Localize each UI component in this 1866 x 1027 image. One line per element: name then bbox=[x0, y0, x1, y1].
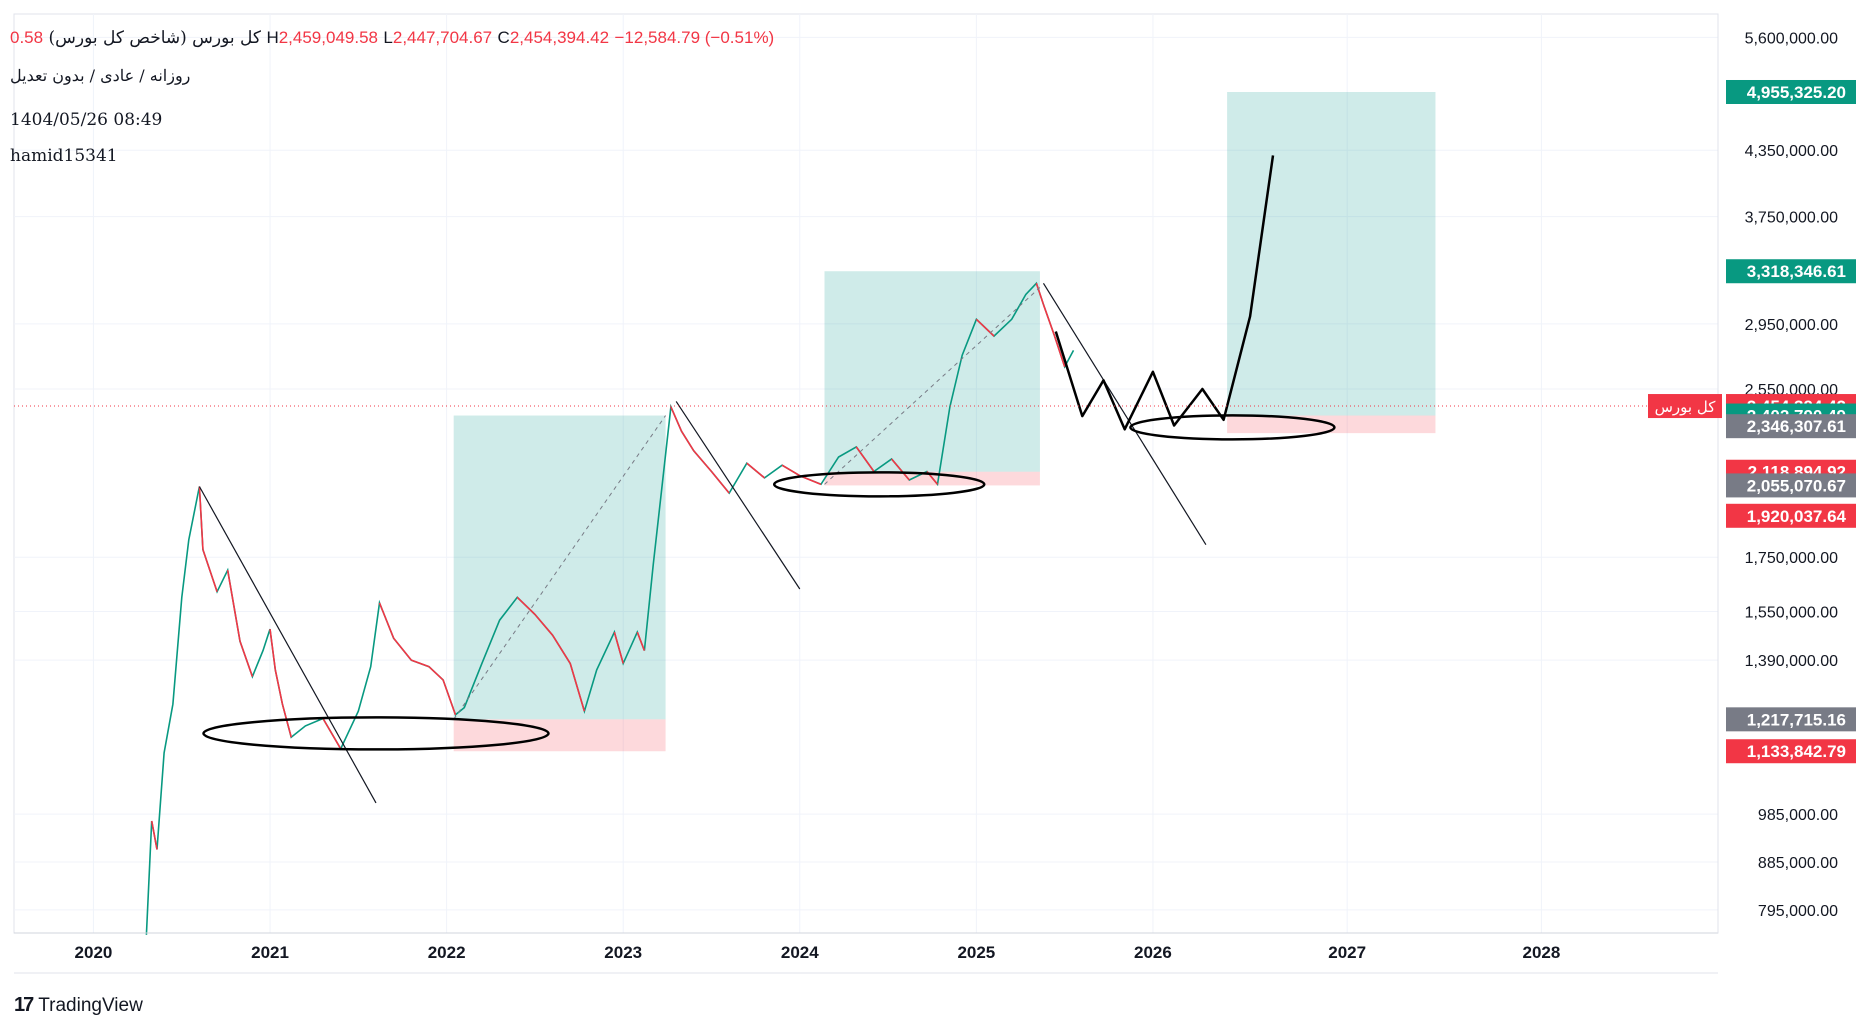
y-tick-label: 1,750,000.00 bbox=[1745, 550, 1839, 567]
close-value: 2,454,394.42 bbox=[509, 28, 610, 47]
x-tick-label: 2021 bbox=[251, 943, 289, 962]
price-segment-down bbox=[274, 669, 284, 705]
symbol-name[interactable]: کل بورس (شاخص کل بورس) bbox=[48, 28, 262, 48]
ohlc-header: کل بورس (شاخص کل بورس) 0.58 H2,459,049.5… bbox=[10, 28, 774, 48]
price-segment-down bbox=[428, 666, 444, 681]
symbol-tag: کل بورس bbox=[1655, 398, 1717, 416]
price-segment-down bbox=[378, 602, 395, 639]
price-label-bg bbox=[1726, 414, 1856, 439]
tradingview-icon: 17 bbox=[14, 994, 34, 1016]
price-segment-down bbox=[516, 596, 536, 615]
logo-text: TradingView bbox=[38, 994, 143, 1016]
price-label: 4,955,325.20 bbox=[1747, 83, 1846, 102]
y-tick-label: 4,350,000.00 bbox=[1745, 143, 1839, 160]
price-segment-down bbox=[534, 613, 554, 636]
price-label: 1,133,842.79 bbox=[1747, 742, 1846, 761]
price-segment-down bbox=[855, 446, 875, 472]
low-value: 2,447,704.67 bbox=[392, 28, 493, 47]
position-zones bbox=[453, 91, 1436, 752]
price-segment-down bbox=[680, 430, 695, 452]
price-segment-down bbox=[693, 450, 713, 473]
profit-zone bbox=[824, 271, 1040, 472]
y-tick-label: 3,750,000.00 bbox=[1745, 210, 1839, 227]
trendline bbox=[1042, 282, 1207, 545]
price-label-bg bbox=[1726, 707, 1856, 732]
x-tick-label: 2022 bbox=[428, 943, 466, 962]
price-segment-down bbox=[613, 631, 624, 664]
close-label: C bbox=[497, 28, 510, 47]
price-segment-down bbox=[202, 549, 218, 592]
price-label: 3,318,346.61 bbox=[1747, 262, 1846, 281]
price-segment-down bbox=[890, 458, 910, 481]
high-value: 2,459,049.58 bbox=[278, 28, 378, 47]
price-segment-down bbox=[781, 464, 801, 477]
price-segment-down bbox=[393, 637, 412, 661]
profit-zone bbox=[1227, 91, 1436, 416]
price-label: 1,920,037.64 bbox=[1747, 507, 1847, 526]
y-tick-label: 5,600,000.00 bbox=[1745, 30, 1839, 47]
price-segment-down bbox=[975, 318, 995, 337]
trendline bbox=[675, 401, 801, 590]
price-segment-down bbox=[1042, 304, 1055, 335]
author-text: hamid15341 bbox=[10, 146, 118, 166]
open-value: 0.58 bbox=[10, 28, 44, 47]
y-tick-label: 985,000.00 bbox=[1758, 807, 1838, 824]
symbol-tag-bg bbox=[1648, 394, 1722, 419]
y-tick-label: 1,390,000.00 bbox=[1745, 653, 1839, 670]
price-labels: 4,955,325.203,318,346.612,454,394.42کل ب… bbox=[1648, 79, 1856, 764]
price-segment-down bbox=[670, 406, 683, 432]
price-label-bg bbox=[1726, 79, 1856, 104]
price-segment-down bbox=[442, 679, 457, 716]
grid bbox=[13, 13, 1719, 934]
x-tick-label: 2020 bbox=[75, 943, 113, 962]
price-segment-down bbox=[569, 663, 586, 712]
tradingview-logo[interactable]: 17 TradingView bbox=[14, 994, 143, 1017]
price-segment-down bbox=[269, 629, 277, 671]
y-tick-label: 885,000.00 bbox=[1758, 855, 1838, 872]
projection-line bbox=[453, 415, 666, 720]
y-tick-label: 2,950,000.00 bbox=[1745, 317, 1839, 334]
price-label-bg bbox=[1726, 503, 1856, 528]
x-tick-label: 2025 bbox=[957, 943, 995, 962]
price-segment-down bbox=[322, 718, 342, 750]
price-segment-down bbox=[150, 820, 158, 850]
price-label: 2,346,307.61 bbox=[1747, 417, 1846, 436]
price-segment-down bbox=[239, 641, 254, 677]
change-value: −12,584.79 (−0.51%) bbox=[614, 28, 775, 47]
price-segment-down bbox=[411, 659, 430, 668]
price-label: 1,217,715.16 bbox=[1747, 710, 1846, 729]
price-segment-down bbox=[1053, 334, 1066, 367]
price-segment-down bbox=[226, 570, 241, 642]
price-label-bg bbox=[1726, 739, 1856, 764]
y-tick-label: 795,000.00 bbox=[1758, 903, 1838, 920]
trendline bbox=[198, 486, 377, 804]
price-label-bg bbox=[1726, 259, 1856, 284]
low-label: L bbox=[383, 28, 393, 47]
interval-text: روزانه / عادی / بدون تعدیل bbox=[10, 66, 191, 85]
projection-line bbox=[824, 287, 1041, 485]
base-ellipse bbox=[1129, 414, 1336, 441]
x-tick-label: 2028 bbox=[1523, 943, 1561, 962]
datetime-text: 1404/05/26 08:49 bbox=[10, 110, 163, 130]
base-ellipse bbox=[202, 716, 550, 751]
price-label-bg bbox=[1726, 473, 1856, 498]
price-label: 2,055,070.67 bbox=[1747, 476, 1846, 495]
projection-curve bbox=[1054, 155, 1275, 431]
price-segment-down bbox=[551, 634, 571, 664]
x-tick-label: 2024 bbox=[781, 943, 819, 962]
x-tick-label: 2026 bbox=[1134, 943, 1172, 962]
base-ellipse bbox=[772, 471, 986, 498]
axes: 5,600,000.00 4,350,000.00 3,750,000.00 2,95… bbox=[14, 14, 1839, 974]
y-tick-label: 1,550,000.00 bbox=[1745, 604, 1839, 621]
x-tick-label: 2023 bbox=[604, 943, 642, 962]
drawings bbox=[14, 155, 1718, 804]
high-label: H bbox=[266, 28, 279, 47]
x-tick-label: 2027 bbox=[1328, 943, 1366, 962]
price-segment-down bbox=[710, 471, 730, 494]
price-segment-down bbox=[636, 631, 646, 651]
price-segment-down bbox=[198, 486, 204, 550]
price-segment-down bbox=[1035, 283, 1045, 305]
price-segment-down bbox=[746, 462, 765, 479]
